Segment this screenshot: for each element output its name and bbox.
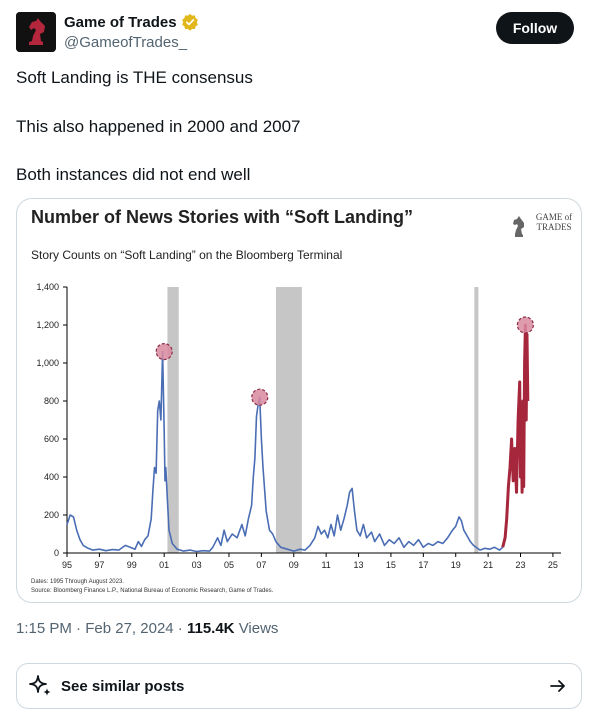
x-tick-label: 99 [127,560,137,570]
x-tick-label: 15 [386,560,396,570]
x-tick-label: 23 [516,560,526,570]
x-tick-label: 09 [289,560,299,570]
y-tick-label: 1,400 [36,282,59,292]
logo-text-2: TRADES [536,222,571,232]
x-tick-label: 19 [451,560,461,570]
chart: Number of News Stories with “Soft Landin… [31,207,572,594]
series-line-red [501,323,530,548]
author-name[interactable]: Game of Trades [64,13,199,31]
x-tick-label: 05 [224,560,234,570]
sparkle-icon [29,675,51,696]
knight-logo-icon [16,12,56,52]
chart-footnote-dates: Dates: 1995 Through August 2023. [31,579,124,585]
x-tick-label: 25 [548,560,558,570]
recession-band [474,287,479,553]
chart-series [66,323,530,553]
see-similar-posts-label: See similar posts [61,677,185,695]
chart-footnote-source: Source: Bloomberg Finance L.P., National… [31,588,274,594]
highlight-circle [516,316,534,334]
tweet-meta: 1:15 PM · Feb 27, 2024 · 115.4K Views [16,620,278,637]
x-tick-label: 95 [62,560,72,570]
y-tick-label: 600 [44,434,59,444]
author-handle[interactable]: @GameofTrades_ [64,34,188,51]
see-similar-posts-button[interactable]: See similar posts [16,663,582,709]
views-count: 115.4K [186,620,235,637]
x-tick-label: 13 [354,560,364,570]
recession-band [167,287,179,553]
chart-title: Number of News Stories with “Soft Landin… [31,207,413,227]
tweet-text-line-3: Both instances did not end well [16,165,251,184]
x-tick-label: 11 [321,560,330,570]
knight-piece-icon [513,216,524,237]
verified-badge-icon [181,13,198,31]
follow-button[interactable]: Follow [496,12,574,44]
meta-separator: · [76,620,86,637]
x-tick-label: 21 [483,560,493,570]
recession-band [275,287,302,553]
x-tick-label: 03 [192,560,202,570]
avatar[interactable] [16,12,56,52]
tweet-text-line-1: Soft Landing is THE consensus [16,68,253,87]
game-of-trades-logo: GAME of TRADES [513,212,572,237]
chart-axes: 0 200 400 600 800 1,000 1,200 1,400 95 97 99 01 03 05… [36,282,561,570]
tweet-text-line-2: This also happened in 2000 and 2007 [16,117,301,136]
chart-highlights [155,316,534,406]
y-tick-label: 1,000 [36,358,59,368]
highlight-circle [251,388,269,406]
tweet-media-image[interactable]: Number of News Stories with “Soft Landin… [16,198,582,603]
y-tick-label: 1,200 [36,320,59,330]
x-tick-label: 17 [418,560,428,570]
series-line-blue [66,350,504,553]
arrow-right-icon [550,680,565,692]
tweet-time[interactable]: 1:15 PM [16,620,72,637]
x-tick-label: 07 [256,560,266,570]
views-label: Views [238,620,279,637]
y-tick-label: 800 [44,396,59,406]
x-tick-label: 01 [159,560,169,570]
chart-subtitle: Story Counts on “Soft Landing” on the Bl… [31,248,342,262]
y-tick-label: 0 [54,548,59,558]
highlight-circle [155,343,173,361]
y-tick-label: 200 [44,510,59,520]
meta-separator: · [177,620,187,637]
tweet-date[interactable]: Feb 27, 2024 [85,620,174,637]
y-tick-label: 400 [44,472,59,482]
x-tick-label: 97 [94,560,104,570]
author-name-text: Game of Trades [64,13,177,31]
recession-bands [167,287,479,553]
logo-text-1: GAME of [536,212,572,222]
